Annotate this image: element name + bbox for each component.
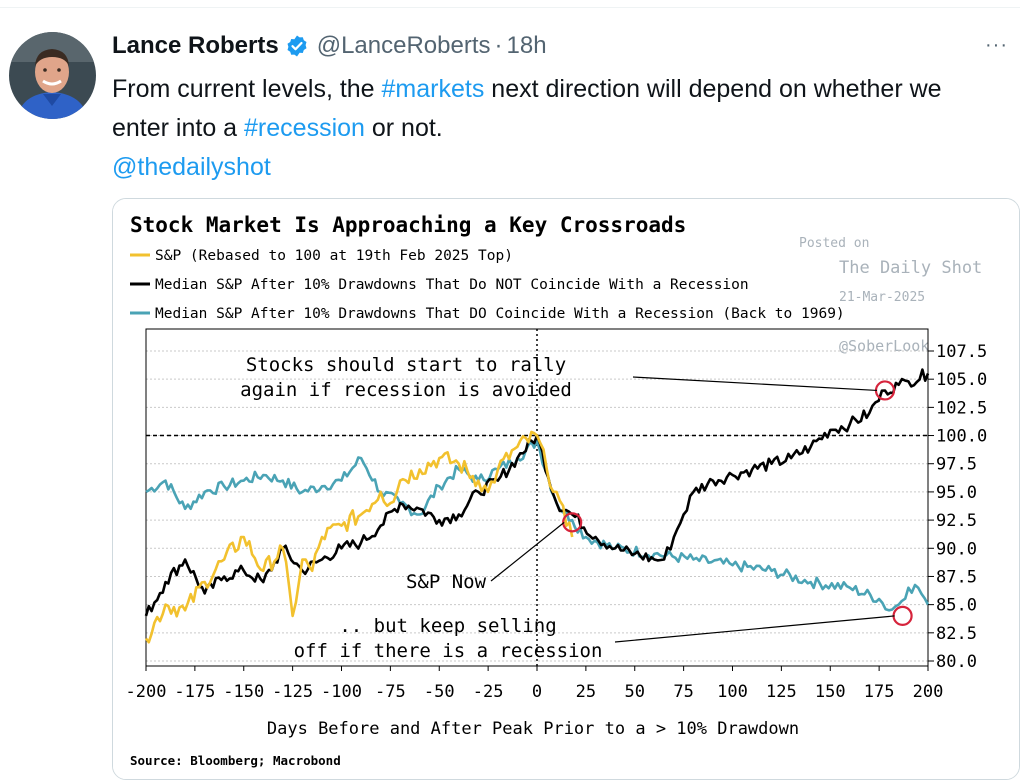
chart-series	[144, 368, 930, 644]
annotation-text: S&P Now	[406, 571, 487, 593]
y-tick-label: 100.0	[936, 427, 987, 447]
watermark-line: The Daily Shot	[839, 258, 982, 278]
y-tick-label: 82.5	[936, 624, 977, 644]
x-tick-label: -125	[272, 682, 313, 702]
top-divider	[0, 7, 1020, 8]
series-line-sp	[144, 430, 574, 644]
author-handle[interactable]: @LanceRoberts	[316, 32, 491, 59]
x-tick-label: -25	[473, 682, 504, 702]
x-tick-label: 50	[625, 682, 645, 702]
y-tick-label: 85.0	[936, 596, 977, 616]
y-tick-label: 97.5	[936, 455, 977, 475]
separator-dot: ·	[494, 32, 503, 59]
chart-annotations: Stocks should start to rally again if rec…	[240, 354, 895, 662]
x-tick-label: 75	[673, 682, 693, 702]
x-tick-label: -50	[424, 682, 455, 702]
annotation-text: off if there is a recession	[294, 640, 603, 662]
watermark-line: 21-Mar-2025	[839, 290, 925, 305]
chart-watermark: Posted on The Daily Shot 21-Mar-2025 @So…	[799, 236, 982, 355]
chart-legend: S&P (Rebased to 100 at 19th Feb 2025 Top…	[130, 248, 845, 322]
y-tick-label: 95.0	[936, 483, 977, 503]
hashtag-recession[interactable]: #recession	[244, 114, 365, 142]
watermark-line: Posted on	[799, 236, 869, 251]
chart-source: Source: Bloomberg; Macrobond	[130, 753, 341, 768]
annotation-text: .. but keep selling	[339, 615, 556, 637]
y-tick-label: 107.5	[936, 342, 987, 362]
x-tick-label: 25	[576, 682, 596, 702]
timestamp[interactable]: 18h	[506, 32, 547, 59]
y-tick-label: 87.5	[936, 567, 977, 587]
annotation-leader	[490, 521, 565, 582]
y-tick-label: 102.5	[936, 398, 987, 418]
x-axis-ticks: -200 -175 -150 -125 -100 -75 -50 -25 0 25 50 75 100 1…	[126, 666, 944, 702]
author-name[interactable]: Lance Roberts	[112, 32, 279, 59]
y-tick-label: 80.0	[936, 652, 977, 672]
watermark-line: @SoberLook	[839, 337, 929, 355]
text-segment: From current levels, the	[112, 75, 382, 103]
x-tick-label: 150	[815, 682, 846, 702]
x-tick-label: -200	[126, 682, 167, 702]
x-axis-label: Days Before and After Peak Prior to a > …	[267, 719, 799, 739]
y-tick-label: 92.5	[936, 511, 977, 531]
x-tick-label: -150	[223, 682, 264, 702]
text-segment: next direction will depend on whether we…	[112, 75, 942, 142]
x-tick-label: 100	[717, 682, 748, 702]
text-segment: or not.	[364, 114, 443, 142]
verified-badge-icon	[287, 35, 307, 57]
annotation-text: Stocks should start to rally	[246, 354, 566, 376]
more-options-icon[interactable]: ···	[985, 34, 1008, 56]
x-tick-label: 200	[913, 682, 944, 702]
series-line-recession	[145, 439, 930, 612]
chart-image-card[interactable]: Stock Market Is Approaching a Key Crossr…	[112, 198, 1020, 780]
legend-label-sp: S&P (Rebased to 100 at 19th Feb 2025 Top…	[155, 248, 513, 264]
avatar[interactable]	[9, 32, 96, 119]
x-tick-label: -100	[321, 682, 362, 702]
x-tick-label: 125	[766, 682, 797, 702]
x-tick-label: -75	[375, 682, 406, 702]
chart-background	[113, 199, 1019, 779]
tweet-header: Lance Roberts @LanceRoberts · 18h	[112, 30, 547, 62]
chart: Stock Market Is Approaching a Key Crossr…	[113, 199, 1019, 779]
chart-title: Stock Market Is Approaching a Key Crossr…	[130, 213, 686, 237]
y-tick-label: 105.0	[936, 370, 987, 390]
x-tick-label: -175	[174, 682, 215, 702]
y-tick-label: 90.0	[936, 539, 977, 559]
avatar-image	[9, 32, 96, 119]
highlight-marker	[562, 512, 583, 533]
tweet-text: From current levels, the #markets next d…	[112, 70, 992, 187]
y-axis-ticks: 107.5 105.0 102.5 100.0 97.5 95.0 92.5 90.0 87.5…	[928, 342, 987, 672]
x-tick-label: 175	[864, 682, 895, 702]
hashtag-markets[interactable]: #markets	[381, 75, 485, 103]
annotation-text: again if recession is avoided	[240, 379, 572, 401]
legend-label-recession: Median S&P After 10% Drawdowns That DO C…	[155, 306, 845, 322]
legend-label-no-recession: Median S&P After 10% Drawdowns That Do N…	[155, 277, 749, 293]
x-tick-label: 0	[532, 682, 542, 702]
annotation-leader	[614, 615, 895, 643]
annotation-leader	[632, 376, 878, 392]
mention-thedailyshot[interactable]: @thedailyshot	[112, 153, 271, 181]
